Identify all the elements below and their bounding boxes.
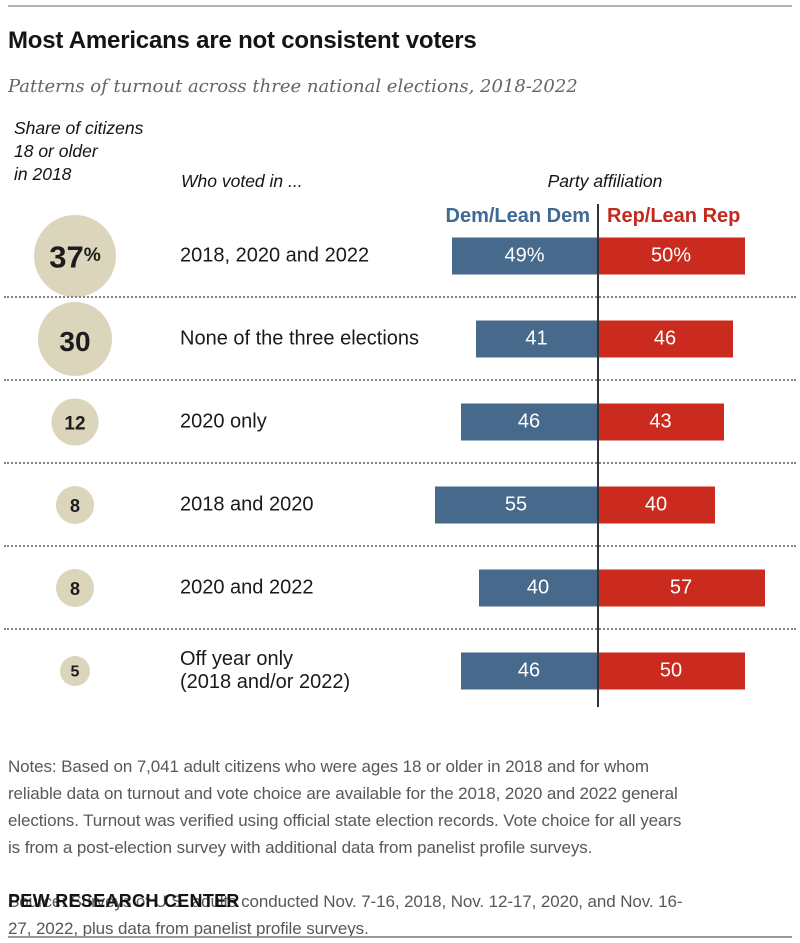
share-column-header: Share of citizens 18 or older in 2018 <box>14 118 144 184</box>
voted-column-header: Who voted in ... <box>181 171 303 191</box>
share-value: 30 <box>59 325 91 357</box>
center-axis-line <box>597 204 599 707</box>
category-label: 2020 only <box>180 410 267 432</box>
table-row: 8 2018 and 2020 55 40 <box>0 463 800 547</box>
share-value: 37 <box>49 239 84 275</box>
dotted-divider <box>4 628 796 630</box>
share-circle: 37% <box>34 214 116 297</box>
share-percent-sign: % <box>83 244 101 266</box>
table-row: 37% 2018, 2020 and 2022 49% 50% <box>0 214 800 298</box>
pew-research-center-brand: PEW RESEARCH CENTER <box>8 891 240 911</box>
dem-bar: 41 <box>476 320 597 357</box>
category-label: 2018, 2020 and 2022 <box>180 244 370 266</box>
dem-bar: 40 <box>479 569 597 606</box>
share-circle: 12 <box>51 398 99 445</box>
table-row: 8 2020 and 2022 40 57 <box>0 546 800 630</box>
page-title: Most Americans are not consistent voters <box>8 27 477 54</box>
rep-value: 46 <box>653 327 677 349</box>
dotted-divider <box>4 462 796 464</box>
category-label: None of the three elections <box>180 327 420 349</box>
dem-bar: 49% <box>452 237 597 274</box>
dem-value: 55 <box>504 493 528 515</box>
dotted-divider <box>4 545 796 547</box>
dem-legend-label: Dem/Lean Dem <box>445 205 591 227</box>
share-value: 8 <box>69 495 80 516</box>
share-circle: 30 <box>38 301 112 376</box>
rep-value: 50% <box>650 244 692 266</box>
dem-value: 41 <box>525 327 548 349</box>
share-circle: 8 <box>56 485 94 524</box>
category-label: 2020 and 2022 <box>180 576 314 598</box>
rep-bar: 57 <box>597 569 765 606</box>
category-label: 2018 and 2020 <box>180 493 314 515</box>
dem-bar: 55 <box>435 486 597 523</box>
rep-bar: 43 <box>597 403 724 440</box>
rep-bar: 46 <box>597 320 733 357</box>
bottom-rule <box>8 936 792 938</box>
share-value: 8 <box>69 578 80 599</box>
rep-value: 40 <box>644 493 668 515</box>
table-row: 12 2020 only 46 43 <box>0 380 800 464</box>
share-value: 5 <box>70 662 80 680</box>
notes-text: Notes: Based on 7,041 adult citizens who… <box>8 757 682 857</box>
party-affiliation-header: Party affiliation <box>547 171 663 191</box>
share-circle: 8 <box>56 568 94 607</box>
rep-bar: 50% <box>597 237 745 274</box>
table-row: 30 None of the three elections 41 46 <box>0 297 800 381</box>
table-row: 5 Off year only (2018 and/or 2022) 46 50 <box>0 629 800 712</box>
rep-bar: 50 <box>597 652 745 689</box>
dotted-divider <box>4 379 796 381</box>
dem-bar: 46 <box>461 652 597 689</box>
diverging-bar-chart: 37% 2018, 2020 and 2022 49% 50% 30 None … <box>0 214 800 712</box>
source-text: Source: Surveys of U.S. adults conducted… <box>8 892 683 938</box>
rep-value: 50 <box>659 659 683 681</box>
dotted-divider <box>4 296 796 298</box>
rep-value: 43 <box>649 410 672 432</box>
rep-value: 57 <box>669 576 693 598</box>
rep-legend-label: Rep/Lean Rep <box>607 205 741 227</box>
page-subtitle: Patterns of turnout across three nationa… <box>8 76 578 97</box>
top-rule <box>8 5 792 7</box>
share-circle: 5 <box>60 655 90 686</box>
dem-value: 40 <box>526 576 550 598</box>
share-value: 12 <box>64 413 86 435</box>
dem-value: 46 <box>517 410 541 432</box>
category-label: Off year only (2018 and/or 2022) <box>180 647 351 693</box>
dem-value: 46 <box>517 659 541 681</box>
dem-value: 49% <box>504 244 545 266</box>
rep-bar: 40 <box>597 486 715 523</box>
notes-block: Notes: Based on 7,041 adult citizens who… <box>8 726 794 943</box>
dem-bar: 46 <box>461 403 597 440</box>
